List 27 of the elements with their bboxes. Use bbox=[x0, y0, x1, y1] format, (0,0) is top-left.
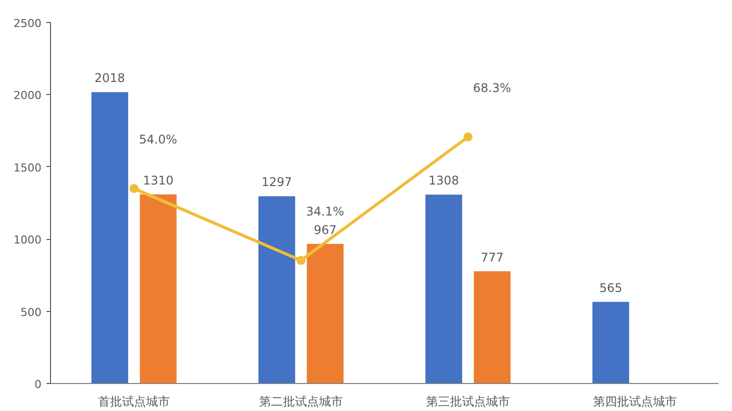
data-label: 777 bbox=[480, 250, 504, 264]
bar bbox=[425, 194, 462, 384]
y-tick-label: 500 bbox=[20, 306, 42, 319]
data-label: 68.3% bbox=[473, 80, 512, 95]
bar bbox=[306, 244, 344, 384]
bar bbox=[258, 196, 296, 384]
bar bbox=[592, 302, 630, 384]
x-tick-label: 第四批试点城市 bbox=[593, 394, 677, 408]
y-tick-label: 2000 bbox=[14, 89, 42, 102]
data-label: 34.1% bbox=[306, 204, 344, 218]
x-tick-label: 首批试点城市 bbox=[98, 394, 170, 408]
data-label: 1297 bbox=[262, 175, 292, 190]
y-tick-label: 2500 bbox=[14, 17, 42, 30]
y-tick-label: 1000 bbox=[14, 234, 42, 247]
data-label: 967 bbox=[314, 222, 337, 237]
bar bbox=[140, 194, 177, 384]
bar bbox=[474, 271, 511, 384]
data-label: 1308 bbox=[428, 174, 460, 188]
x-tick-label: 第三批试点城市 bbox=[426, 394, 510, 408]
data-label: 2018 bbox=[94, 71, 126, 86]
x-tick-label: 第二批试点城市 bbox=[259, 394, 343, 408]
data-label: 54.0% bbox=[139, 132, 178, 147]
data-label: 1310 bbox=[142, 173, 174, 188]
data-label: 565 bbox=[599, 280, 622, 295]
y-tick-label: 1500 bbox=[14, 161, 42, 174]
bar bbox=[91, 92, 128, 384]
y-tick-label: 0 bbox=[34, 378, 42, 391]
